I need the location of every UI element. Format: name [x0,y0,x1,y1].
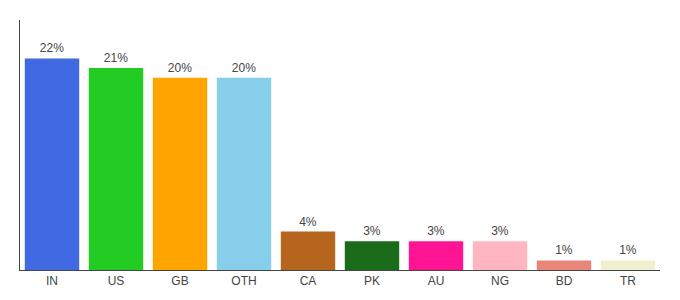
svg-text:US: US [108,274,125,288]
svg-text:BD: BD [556,274,573,288]
svg-text:NG: NG [491,274,509,288]
svg-text:CA: CA [300,274,317,288]
svg-text:GB: GB [171,274,188,288]
svg-text:3%: 3% [363,224,381,238]
svg-text:21%: 21% [104,51,128,65]
svg-text:20%: 20% [168,61,192,75]
svg-text:3%: 3% [427,224,445,238]
svg-text:3%: 3% [491,224,509,238]
svg-text:1%: 1% [619,243,637,257]
svg-text:TR: TR [620,274,636,288]
svg-text:OTH: OTH [231,274,256,288]
svg-text:AU: AU [428,274,445,288]
svg-text:1%: 1% [555,243,573,257]
svg-text:IN: IN [46,274,58,288]
svg-text:20%: 20% [232,61,256,75]
svg-text:22%: 22% [40,41,64,55]
svg-text:PK: PK [364,274,380,288]
svg-text:4%: 4% [299,215,317,229]
